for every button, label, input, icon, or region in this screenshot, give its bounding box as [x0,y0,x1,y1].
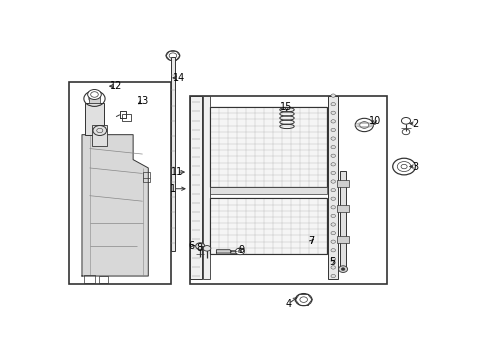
Bar [89,96,100,103]
Text: 13: 13 [136,96,148,107]
Circle shape [330,94,335,97]
Text: 5: 5 [328,257,335,267]
Circle shape [235,248,244,255]
Text: 4: 4 [285,299,291,309]
Bar [229,250,236,253]
Circle shape [330,128,335,132]
Polygon shape [209,198,326,254]
Text: 12: 12 [110,81,122,91]
Text: 3: 3 [411,162,418,172]
Circle shape [91,96,97,101]
Bar [339,171,346,268]
Text: 10: 10 [368,116,380,126]
Circle shape [341,268,344,270]
Circle shape [203,246,210,251]
Circle shape [330,111,335,114]
Circle shape [330,120,335,123]
Bar [68,82,171,284]
Bar [203,96,210,279]
Circle shape [330,197,335,201]
Bar [189,96,202,279]
Circle shape [330,206,335,209]
Text: 14: 14 [172,73,184,83]
Polygon shape [216,250,231,253]
Bar [142,172,150,182]
Bar [189,96,386,284]
Circle shape [87,90,101,99]
Text: 15: 15 [280,102,292,112]
Circle shape [330,171,335,175]
Circle shape [330,103,335,106]
Circle shape [330,214,335,217]
Circle shape [195,243,204,249]
Circle shape [330,188,335,192]
Text: 8: 8 [196,243,202,253]
Circle shape [330,163,335,166]
Circle shape [330,145,335,149]
Bar [170,57,175,251]
Bar [337,180,348,187]
Bar [337,205,348,212]
Circle shape [238,250,242,253]
Bar [122,114,131,121]
Circle shape [338,266,347,273]
Text: 2: 2 [411,118,418,129]
Circle shape [330,137,335,140]
Text: 7: 7 [307,237,314,246]
Bar [84,103,104,135]
Circle shape [330,223,335,226]
Circle shape [330,154,335,157]
Circle shape [330,180,335,183]
Circle shape [330,257,335,261]
Bar [99,276,108,283]
Text: 9: 9 [238,245,244,255]
Circle shape [330,249,335,252]
Circle shape [330,274,335,278]
Bar [337,236,348,243]
Text: 1: 1 [169,184,176,194]
Circle shape [330,231,335,235]
Bar [84,275,95,283]
Polygon shape [82,135,148,276]
Bar [92,125,107,146]
Bar [327,96,337,279]
Circle shape [330,240,335,243]
Text: 11: 11 [170,167,183,177]
Bar [209,107,326,187]
Circle shape [400,164,407,169]
Bar [209,187,326,194]
Circle shape [330,266,335,269]
Text: 6: 6 [188,240,195,251]
Polygon shape [209,107,326,187]
Bar [209,198,326,254]
